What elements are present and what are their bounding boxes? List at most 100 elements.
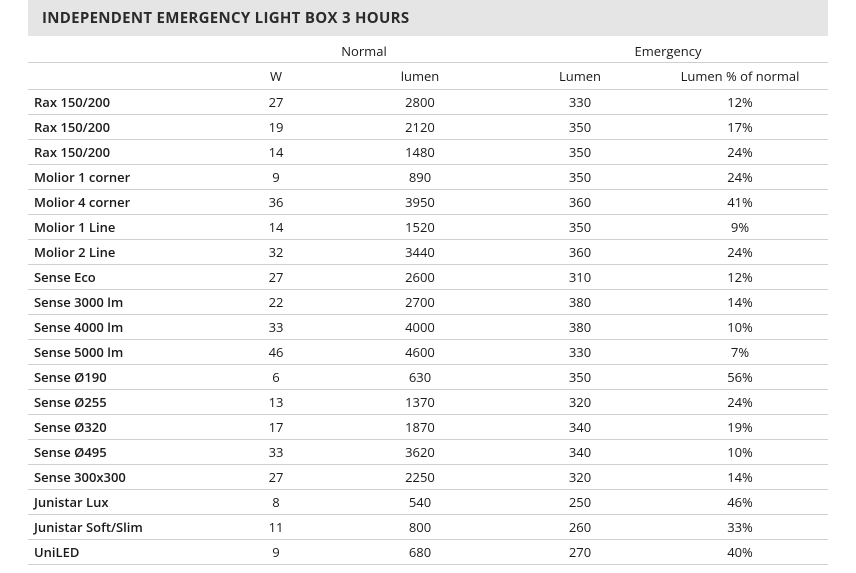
cell-lumen: 890: [332, 165, 508, 190]
cell-w: 19: [220, 115, 332, 140]
cell-pct: 56%: [652, 365, 828, 390]
cell-lumen: 2700: [332, 290, 508, 315]
cell-w: 6: [220, 365, 332, 390]
cell-lumen: 1520: [332, 215, 508, 240]
cell-name: Sense Ø495: [28, 440, 220, 465]
cell-pct: 9%: [652, 215, 828, 240]
cell-pct: 12%: [652, 90, 828, 115]
cell-elumen: 380: [508, 290, 652, 315]
cell-pct: 33%: [652, 515, 828, 540]
cell-lumen: 1370: [332, 390, 508, 415]
table-row: Junistar Soft/Slim1180026033%: [28, 515, 828, 540]
cell-pct: 12%: [652, 265, 828, 290]
cell-name: Junistar Lux: [28, 490, 220, 515]
cell-lumen: 540: [332, 490, 508, 515]
cell-pct: 24%: [652, 165, 828, 190]
cell-elumen: 310: [508, 265, 652, 290]
col-spacer: [28, 36, 220, 63]
table-row: Sense 5000 lm4646003307%: [28, 340, 828, 365]
table-title: INDEPENDENT EMERGENCY LIGHT BOX 3 HOURS: [28, 0, 828, 36]
cell-name: Sense Eco: [28, 265, 220, 290]
cell-name: Sense 300x300: [28, 465, 220, 490]
cell-pct: 17%: [652, 115, 828, 140]
cell-name: Junistar Soft/Slim: [28, 515, 220, 540]
table-row: Sense Ø32017187034019%: [28, 415, 828, 440]
cell-name: Rax 150/200: [28, 90, 220, 115]
cell-w: 9: [220, 540, 332, 565]
cell-pct: 14%: [652, 290, 828, 315]
cell-pct: 40%: [652, 540, 828, 565]
cell-name: Sense Ø320: [28, 415, 220, 440]
table-row: Sense Ø25513137032024%: [28, 390, 828, 415]
cell-w: 14: [220, 140, 332, 165]
table-row: Rax 150/20014148035024%: [28, 140, 828, 165]
cell-elumen: 330: [508, 340, 652, 365]
cell-lumen: 1480: [332, 140, 508, 165]
cell-w: 27: [220, 90, 332, 115]
group-normal: Normal: [220, 36, 508, 63]
table-body: Rax 150/20027280033012%Rax 150/200192120…: [28, 90, 828, 565]
table-row: UniLED968027040%: [28, 540, 828, 565]
cell-w: 33: [220, 440, 332, 465]
cell-w: 27: [220, 465, 332, 490]
cell-elumen: 250: [508, 490, 652, 515]
cell-elumen: 320: [508, 390, 652, 415]
cell-pct: 7%: [652, 340, 828, 365]
cell-name: Molior 1 corner: [28, 165, 220, 190]
cell-w: 22: [220, 290, 332, 315]
cell-elumen: 330: [508, 90, 652, 115]
cell-pct: 10%: [652, 315, 828, 340]
cell-name: Rax 150/200: [28, 140, 220, 165]
table-row: Rax 150/20019212035017%: [28, 115, 828, 140]
cell-name: Sense Ø190: [28, 365, 220, 390]
cell-w: 27: [220, 265, 332, 290]
cell-lumen: 2250: [332, 465, 508, 490]
cell-elumen: 350: [508, 215, 652, 240]
cell-elumen: 380: [508, 315, 652, 340]
cell-pct: 41%: [652, 190, 828, 215]
table-head: Normal Emergency W lumen Lumen Lumen % o…: [28, 36, 828, 90]
cell-elumen: 350: [508, 165, 652, 190]
cell-w: 9: [220, 165, 332, 190]
cell-elumen: 270: [508, 540, 652, 565]
cell-w: 13: [220, 390, 332, 415]
table-row: Sense 300x30027225032014%: [28, 465, 828, 490]
cell-lumen: 2800: [332, 90, 508, 115]
table-row: Sense 4000 lm33400038010%: [28, 315, 828, 340]
cell-name: Sense 5000 lm: [28, 340, 220, 365]
cell-w: 36: [220, 190, 332, 215]
cell-elumen: 350: [508, 365, 652, 390]
cell-lumen: 1870: [332, 415, 508, 440]
cell-w: 17: [220, 415, 332, 440]
cell-pct: 19%: [652, 415, 828, 440]
table-row: Sense 3000 lm22270038014%: [28, 290, 828, 315]
table-row: Sense Ø190663035056%: [28, 365, 828, 390]
cell-elumen: 350: [508, 115, 652, 140]
cell-w: 32: [220, 240, 332, 265]
cell-w: 33: [220, 315, 332, 340]
cell-w: 14: [220, 215, 332, 240]
cell-elumen: 360: [508, 190, 652, 215]
col-w: W: [220, 63, 332, 90]
cell-name: UniLED: [28, 540, 220, 565]
col-pct: Lumen % of normal: [652, 63, 828, 90]
cell-name: Sense 4000 lm: [28, 315, 220, 340]
cell-elumen: 350: [508, 140, 652, 165]
data-table: Normal Emergency W lumen Lumen Lumen % o…: [28, 36, 828, 565]
col-lumen: lumen: [332, 63, 508, 90]
cell-elumen: 260: [508, 515, 652, 540]
table-row: Molior 1 Line1415203509%: [28, 215, 828, 240]
cell-name: Sense Ø255: [28, 390, 220, 415]
cell-name: Rax 150/200: [28, 115, 220, 140]
cell-lumen: 2120: [332, 115, 508, 140]
cell-pct: 24%: [652, 240, 828, 265]
cell-lumen: 4000: [332, 315, 508, 340]
cell-pct: 10%: [652, 440, 828, 465]
table-row: Molior 1 corner989035024%: [28, 165, 828, 190]
cell-elumen: 340: [508, 415, 652, 440]
cell-lumen: 630: [332, 365, 508, 390]
table-row: Sense Eco27260031012%: [28, 265, 828, 290]
table-row: Sense Ø49533362034010%: [28, 440, 828, 465]
cell-lumen: 4600: [332, 340, 508, 365]
table-row: Molior 4 corner36395036041%: [28, 190, 828, 215]
